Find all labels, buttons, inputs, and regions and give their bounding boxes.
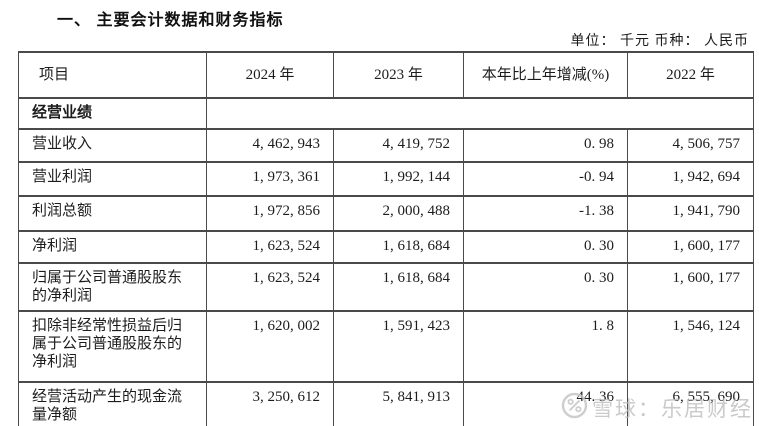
value-2024: 1, 623, 524 xyxy=(206,262,334,312)
table-row: 营业利润 1, 973, 361 1, 992, 144 -0. 94 1, 9… xyxy=(18,161,754,197)
value-2024: 1, 623, 524 xyxy=(206,230,334,264)
value-2023: 2, 000, 488 xyxy=(333,195,464,232)
value-2023: 1, 618, 684 xyxy=(333,262,464,312)
value-change: 0. 30 xyxy=(463,262,628,312)
row-label: 扣除非经常性损益后归属于公司普通股股东的净利润 xyxy=(18,310,207,383)
value-2022: 1, 600, 177 xyxy=(627,230,754,264)
table-row: 净利润 1, 623, 524 1, 618, 684 0. 30 1, 600… xyxy=(18,230,754,264)
row-label: 营业收入 xyxy=(18,128,207,163)
value-change: -1. 38 xyxy=(463,195,628,232)
value-2022: 1, 942, 694 xyxy=(627,161,754,197)
row-label: 利润总额 xyxy=(18,195,207,232)
value-2022: 4, 506, 757 xyxy=(627,128,754,163)
column-header-2023: 2023 年 xyxy=(333,51,464,99)
value-2024: 1, 973, 361 xyxy=(206,161,334,197)
row-label: 归属于公司普通股股东的净利润 xyxy=(18,262,207,312)
value-2023: 1, 591, 423 xyxy=(333,310,464,383)
table-row: 扣除非经常性损益后归属于公司普通股股东的净利润 1, 620, 002 1, 5… xyxy=(18,310,754,383)
section-label: 经营业绩 xyxy=(18,97,207,130)
value-2024: 1, 620, 002 xyxy=(206,310,334,383)
row-label: 营业利润 xyxy=(18,161,207,197)
value-change: 0. 98 xyxy=(463,128,628,163)
value-2024: 3, 250, 612 xyxy=(206,381,334,426)
value-2024: 4, 462, 943 xyxy=(206,128,334,163)
column-header-2022: 2022 年 xyxy=(627,51,754,99)
value-2023: 1, 618, 684 xyxy=(333,230,464,264)
table-row: 营业收入 4, 462, 943 4, 419, 752 0. 98 4, 50… xyxy=(18,128,754,163)
value-change: 1. 8 xyxy=(463,310,628,383)
value-2022: 1, 600, 177 xyxy=(627,262,754,312)
value-2023: 1, 992, 144 xyxy=(333,161,464,197)
table-row: 归属于公司普通股股东的净利润 1, 623, 524 1, 618, 684 0… xyxy=(18,262,754,312)
value-2024: 1, 972, 856 xyxy=(206,195,334,232)
table-row: 利润总额 1, 972, 856 2, 000, 488 -1. 38 1, 9… xyxy=(18,195,754,232)
value-2023: 5, 841, 913 xyxy=(333,381,464,426)
value-2023: 4, 419, 752 xyxy=(333,128,464,163)
section-row-operating-results: 经营业绩 xyxy=(18,97,754,130)
unit-note: 单位： 千元 币种： 人民币 xyxy=(570,34,749,49)
page-title: 一、 主要会计数据和财务指标 xyxy=(57,12,284,29)
financial-indicators-table: 项目 2024 年 2023 年 本年比上年增减(%) 2022 年 经营业绩 … xyxy=(18,51,754,426)
value-2022: 1, 941, 790 xyxy=(627,195,754,232)
row-label: 净利润 xyxy=(18,230,207,264)
column-header-2024: 2024 年 xyxy=(206,51,334,99)
value-change: -0. 94 xyxy=(463,161,628,197)
row-label: 经营活动产生的现金流量净额 xyxy=(18,381,207,426)
value-change: 0. 30 xyxy=(463,230,628,264)
table-header-row: 项目 2024 年 2023 年 本年比上年增减(%) 2022 年 xyxy=(18,51,754,99)
column-header-change: 本年比上年增减(%) xyxy=(463,51,628,99)
section-empty-cell xyxy=(206,97,754,130)
table-row: 经营活动产生的现金流量净额 3, 250, 612 5, 841, 913 44… xyxy=(18,381,754,426)
column-header-item: 项目 xyxy=(18,51,207,99)
value-change: 44. 36 xyxy=(463,381,628,426)
value-2022: 1, 546, 124 xyxy=(627,310,754,383)
value-2022: 6, 555, 690 xyxy=(627,381,754,426)
